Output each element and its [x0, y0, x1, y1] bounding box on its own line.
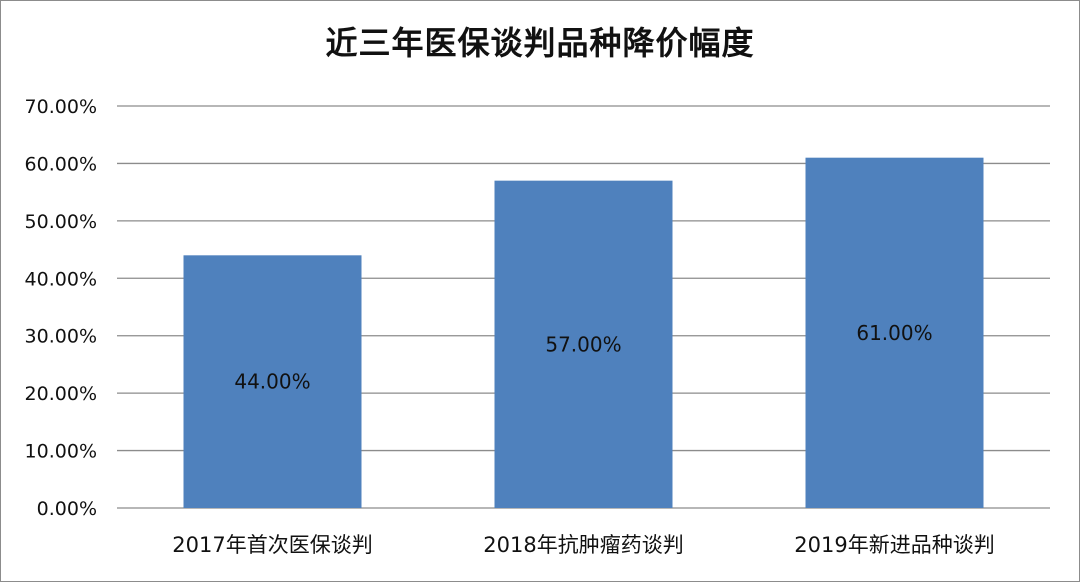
y-tick-label: 70.00% [25, 96, 97, 118]
y-tick-label: 60.00% [25, 153, 97, 175]
bar [494, 180, 673, 508]
data-label: 61.00% [856, 321, 932, 345]
bar [805, 157, 984, 508]
y-tick-label: 0.00% [37, 498, 97, 520]
x-tick-label: 2019年新进品种谈判 [794, 533, 994, 557]
bar [183, 255, 362, 508]
chart-title: 近三年医保谈判品种降价幅度 [325, 24, 755, 62]
y-tick-label: 40.00% [25, 268, 97, 290]
x-axis-tick-labels: 2017年首次医保谈判 2018年抗肿瘤药谈判 2019年新进品种谈判 [172, 533, 994, 557]
data-label: 57.00% [545, 332, 621, 356]
y-tick-label: 50.00% [25, 211, 97, 233]
bars [183, 157, 984, 508]
y-tick-label: 20.00% [25, 383, 97, 405]
data-labels: 44.00% 57.00% 61.00% [234, 321, 932, 394]
y-tick-label: 10.00% [25, 441, 97, 463]
x-tick-label: 2018年抗肿瘤药谈判 [483, 533, 683, 557]
data-label: 44.00% [234, 370, 310, 394]
x-tick-label: 2017年首次医保谈判 [172, 533, 372, 557]
y-tick-label: 30.00% [25, 326, 97, 348]
y-axis-tick-labels: 0.00% 10.00% 20.00% 30.00% 40.00% 50.00% 60.00… [25, 96, 97, 520]
